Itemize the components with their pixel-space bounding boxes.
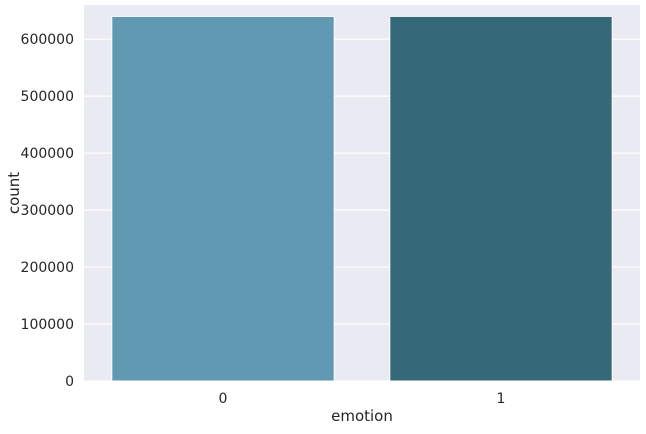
y-tick-label: 600000 <box>21 32 74 48</box>
bar-0 <box>111 15 335 382</box>
y-axis-label: count <box>5 172 23 214</box>
bars <box>111 15 613 382</box>
y-axis-ticks: 0 100000 200000 300000 400000 500000 600000 <box>21 32 74 390</box>
x-tick-label: 1 <box>497 391 506 407</box>
bar-1 <box>389 15 613 382</box>
x-tick-label: 0 <box>219 391 228 407</box>
y-tick-label: 100000 <box>21 317 74 333</box>
y-tick-label: 300000 <box>21 203 74 219</box>
y-tick-label: 0 <box>65 374 74 390</box>
y-tick-label: 500000 <box>21 89 74 105</box>
y-tick-label: 400000 <box>21 146 74 162</box>
y-tick-label: 200000 <box>21 260 74 276</box>
x-axis-label: emotion <box>331 407 393 425</box>
